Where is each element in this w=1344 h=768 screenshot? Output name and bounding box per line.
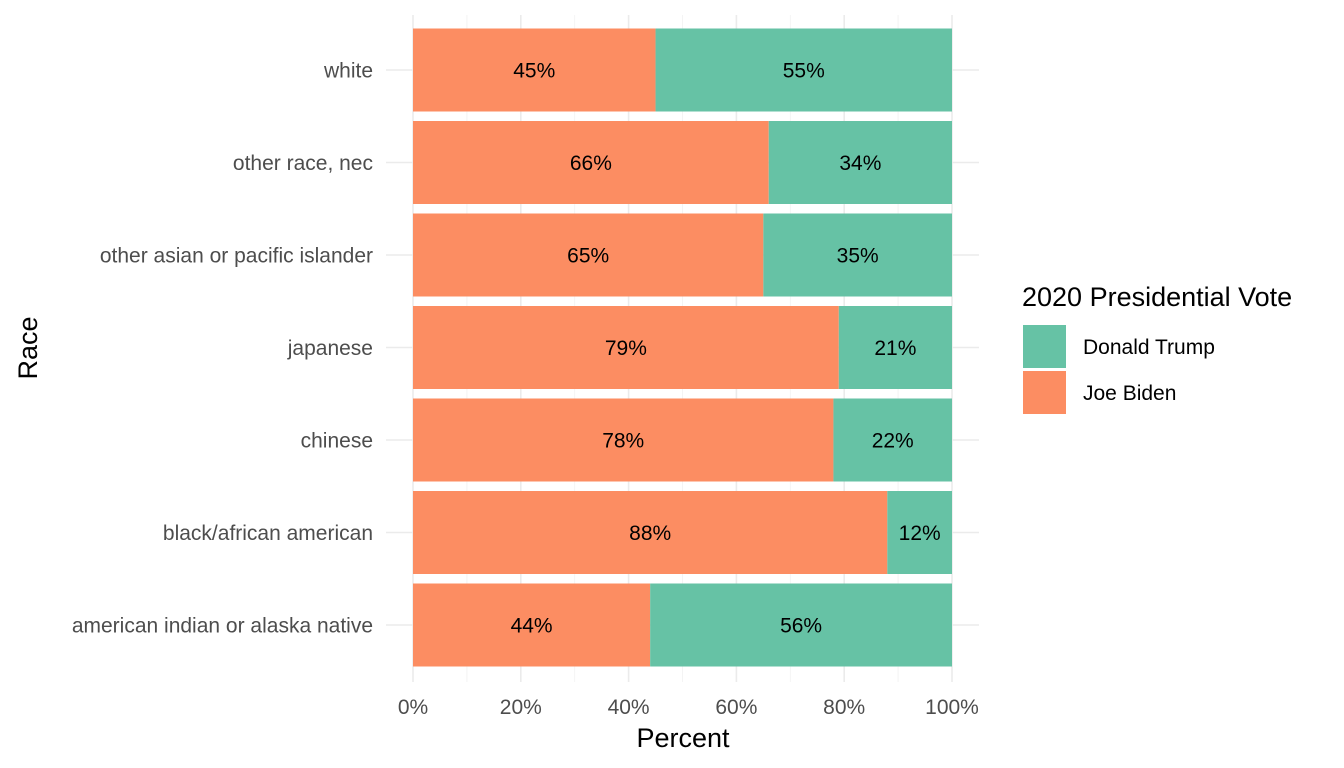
bar-value-label: 56%: [780, 615, 822, 638]
y-tick-label: chinese: [301, 430, 373, 453]
y-tick-label: other asian or pacific islander: [100, 245, 373, 268]
x-tick-label: 100%: [925, 696, 979, 719]
bar-value-label: 34%: [839, 152, 881, 175]
bar-joe-biden: [413, 121, 769, 204]
x-tick-label: 40%: [608, 696, 650, 719]
x-axis-title: Percent: [636, 723, 730, 753]
legend-items: Donald Trump Joe Biden: [1023, 325, 1215, 414]
y-tick-label: black/african american: [163, 522, 373, 545]
bar-value-label: 44%: [511, 615, 553, 638]
x-axis-tick-labels: 0% 20% 40% 60% 80% 100%: [398, 696, 979, 719]
bar-donald-trump: [833, 398, 952, 482]
bar-value-label: 45%: [513, 60, 555, 83]
bar-donald-trump: [887, 491, 952, 574]
bar-joe-biden: [413, 583, 651, 667]
legend-title: 2020 Presidential Vote: [1022, 282, 1292, 312]
bar-donald-trump: [650, 583, 952, 667]
bar-value-label: 66%: [570, 152, 612, 175]
bar-donald-trump: [838, 306, 952, 389]
bar-value-label: 35%: [837, 245, 879, 268]
y-tick-label: american indian or alaska native: [72, 615, 373, 638]
legend-swatch: [1023, 325, 1066, 368]
bar-donald-trump: [763, 213, 952, 297]
bar-value-label: 21%: [874, 337, 916, 360]
y-tick-label: white: [323, 60, 373, 83]
x-tick-label: 80%: [823, 696, 865, 719]
bar-value-label: 12%: [899, 522, 941, 545]
bar-joe-biden: [413, 398, 834, 482]
y-tick-label: japanese: [287, 337, 373, 360]
bar-value-label: 88%: [629, 522, 671, 545]
bar-value-label: 79%: [605, 337, 647, 360]
bar-labels: 45% 55% 66% 34% 65% 35% 79% 21% 78% 22% 88% 12% 44% 5…: [511, 60, 941, 638]
legend-label: Donald Trump: [1083, 336, 1215, 359]
bar-value-label: 55%: [783, 60, 825, 83]
y-axis-tick-labels: white other race, nec other asian or pacif…: [72, 60, 373, 638]
bar-joe-biden: [413, 213, 764, 297]
bars: [413, 28, 952, 667]
legend-swatch: [1023, 371, 1066, 414]
bar-value-label: 22%: [872, 430, 914, 453]
x-tick-label: 60%: [715, 696, 757, 719]
legend: 2020 Presidential Vote Donald Trump Joe B…: [1022, 282, 1292, 414]
legend-label: Joe Biden: [1083, 382, 1176, 405]
bar-donald-trump: [655, 28, 952, 112]
bar-joe-biden: [413, 306, 839, 389]
bar-value-label: 78%: [602, 430, 644, 453]
x-tick-label: 0%: [398, 696, 428, 719]
y-tick-label: other race, nec: [233, 152, 373, 175]
bar-joe-biden: [413, 491, 888, 574]
y-axis-title: Race: [13, 316, 43, 379]
x-tick-label: 20%: [500, 696, 542, 719]
bar-value-label: 65%: [567, 245, 609, 268]
bar-joe-biden: [413, 28, 656, 112]
bar-donald-trump: [768, 121, 952, 204]
